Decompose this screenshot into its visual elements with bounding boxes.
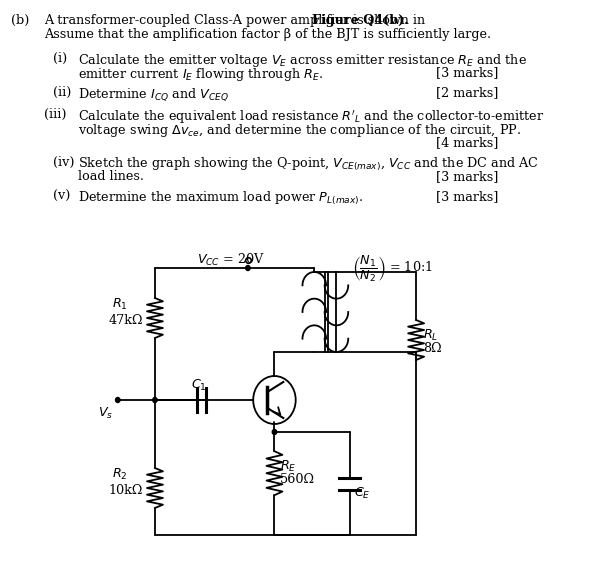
Text: 560Ω: 560Ω [279, 473, 315, 486]
Text: Calculate the emitter voltage $V_E$ across emitter resistance $R_E$ and the: Calculate the emitter voltage $V_E$ acro… [78, 52, 527, 69]
Text: [3 marks]: [3 marks] [436, 170, 498, 183]
Text: Determine the maximum load power $P_{L(max)}$.: Determine the maximum load power $P_{L(m… [78, 190, 363, 207]
Text: Figure Q4(b).: Figure Q4(b). [312, 14, 408, 27]
Text: [3 marks]: [3 marks] [436, 66, 498, 79]
Text: A transformer-coupled Class-A power amplifier is shown in: A transformer-coupled Class-A power ampl… [44, 14, 429, 27]
Circle shape [115, 397, 120, 402]
Text: 8Ω: 8Ω [423, 342, 442, 355]
Text: (i): (i) [53, 52, 67, 65]
Text: [3 marks]: [3 marks] [436, 190, 498, 203]
Text: load lines.: load lines. [78, 170, 144, 183]
Text: 10kΩ: 10kΩ [109, 483, 143, 496]
Circle shape [272, 430, 276, 435]
Text: $\left(\dfrac{N_1}{N_2}\right)$ = 10:1: $\left(\dfrac{N_1}{N_2}\right)$ = 10:1 [352, 254, 433, 284]
Text: (v): (v) [53, 190, 70, 203]
Text: voltage swing $\Delta v_{ce}$, and determine the compliance of the circuit, PP.: voltage swing $\Delta v_{ce}$, and deter… [78, 122, 521, 139]
Text: (iv): (iv) [53, 156, 75, 169]
Text: (iii): (iii) [44, 108, 67, 121]
Text: Sketch the graph showing the Q-point, $V_{CE(max)}$, $V_{CC}$ and the DC and AC: Sketch the graph showing the Q-point, $V… [78, 156, 539, 173]
Text: Assume that the amplification factor β of the BJT is sufficiently large.: Assume that the amplification factor β o… [44, 28, 492, 41]
Text: $R_L$: $R_L$ [423, 328, 439, 343]
Text: (b): (b) [11, 14, 29, 27]
Text: 47kΩ: 47kΩ [109, 314, 144, 327]
Circle shape [246, 265, 250, 271]
Text: $R_1$: $R_1$ [112, 297, 128, 311]
Text: $C_E$: $C_E$ [354, 486, 371, 500]
Text: [4 marks]: [4 marks] [436, 136, 498, 149]
Text: $V_s$: $V_s$ [99, 406, 114, 421]
Text: [2 marks]: [2 marks] [436, 86, 498, 99]
Text: (ii): (ii) [53, 86, 72, 99]
Circle shape [153, 397, 157, 402]
Text: $V_{CC}$ = 20V: $V_{CC}$ = 20V [197, 252, 264, 268]
Text: emitter current $I_E$ flowing through $R_E$.: emitter current $I_E$ flowing through $R… [78, 66, 323, 83]
Text: $R_2$: $R_2$ [112, 466, 128, 482]
Text: $R_E$: $R_E$ [279, 459, 296, 474]
Text: Calculate the equivalent load resistance $R'_L$ and the collector-to-emitter: Calculate the equivalent load resistance… [78, 108, 545, 126]
Text: $C_1$: $C_1$ [191, 378, 207, 393]
Text: Determine $I_{CQ}$ and $V_{CEQ}$: Determine $I_{CQ}$ and $V_{CEQ}$ [78, 86, 229, 102]
